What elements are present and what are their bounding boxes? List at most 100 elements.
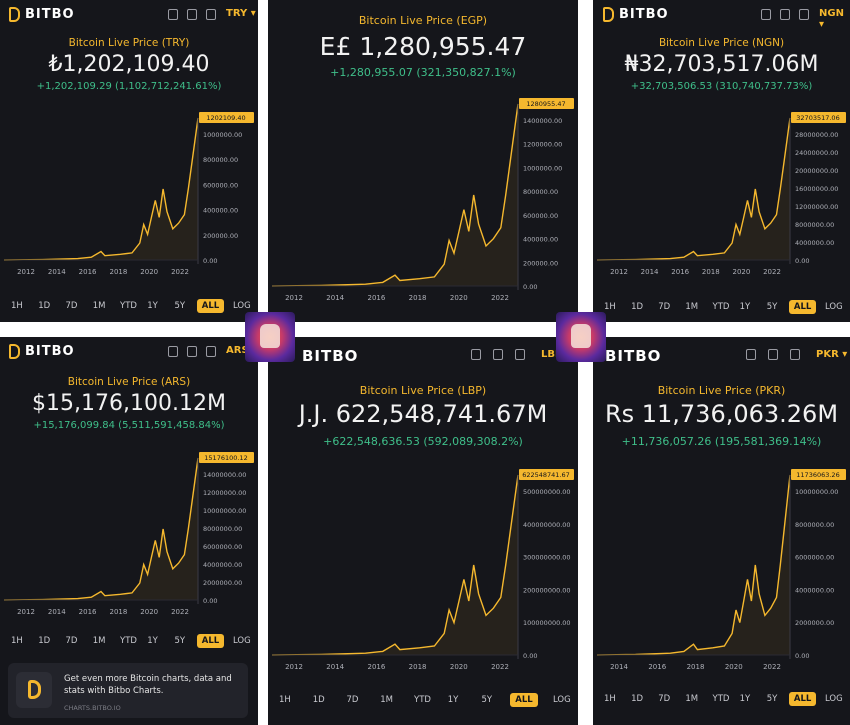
timeframe-7d[interactable]: 7D: [658, 694, 671, 704]
timeframe-1m[interactable]: 1M: [380, 695, 393, 705]
chat-icon[interactable]: [768, 349, 778, 360]
x-tick-label: 2016: [367, 663, 385, 671]
timeframe-all[interactable]: ALL: [196, 299, 225, 313]
y-tick-label: 0.00: [523, 652, 537, 660]
timeframe-7d[interactable]: 7D: [346, 695, 359, 705]
timeframe-5y[interactable]: 5Y: [766, 302, 778, 312]
currency-selector[interactable]: NGN ▾: [819, 8, 844, 30]
bitbo-charts-promo[interactable]: Get even more Bitcoin charts, data and s…: [8, 663, 248, 718]
bitbo-logo[interactable]: BITBO: [302, 347, 358, 365]
log-toggle[interactable]: LOG: [825, 302, 843, 312]
price-line: [271, 474, 519, 656]
timeframe-1y[interactable]: 1Y: [147, 301, 158, 311]
timeframe-1m[interactable]: 1M: [685, 694, 699, 704]
timeframe-5y[interactable]: 5Y: [766, 694, 778, 704]
y-tick-label: 500000000.00: [523, 488, 571, 496]
timeframe-1h[interactable]: 1H: [11, 636, 23, 646]
calculator-icon[interactable]: [746, 349, 756, 360]
calculator-icon[interactable]: [761, 9, 771, 20]
calendar-icon[interactable]: [206, 346, 216, 357]
chat-icon[interactable]: [493, 349, 503, 360]
timeframe-7d[interactable]: 7D: [658, 302, 671, 312]
x-tick-label: 2022: [763, 268, 781, 276]
log-toggle[interactable]: LOG: [553, 695, 571, 705]
timeframe-1h[interactable]: 1H: [604, 694, 616, 704]
timeframe-1d[interactable]: 1D: [38, 636, 51, 646]
log-toggle[interactable]: LOG: [233, 301, 251, 311]
price-chart[interactable]: 1000000.00 800000.00 600000.00 400000.00 200…: [0, 100, 258, 290]
price-chart[interactable]: 1400000.00 1200000.00 1000000.00 800000.00 6…: [268, 86, 578, 316]
chat-icon[interactable]: [780, 9, 790, 20]
currency-code: PKR: [816, 349, 839, 360]
calendar-icon[interactable]: [206, 9, 216, 20]
bitbo-logo[interactable]: BITBO: [605, 347, 661, 365]
x-tick-label: 2020: [732, 268, 750, 276]
price-chart[interactable]: 14000000.00 12000000.00 10000000.00 8000000…: [0, 440, 258, 630]
calendar-icon[interactable]: [515, 349, 525, 360]
timeframe-1d[interactable]: 1D: [312, 695, 325, 705]
calendar-icon[interactable]: [790, 349, 800, 360]
timeframe-ytd[interactable]: YTD: [414, 695, 431, 705]
y-tick-label: 300000000.00: [523, 554, 571, 562]
timeframe-all[interactable]: ALL: [510, 693, 538, 707]
timeframe-ytd[interactable]: YTD: [120, 301, 137, 311]
x-tick-label: 2014: [641, 268, 659, 276]
timeframe-5y[interactable]: 5Y: [174, 301, 186, 311]
bitbo-logo-icon: [603, 7, 614, 22]
timeframe-5y[interactable]: 5Y: [481, 695, 493, 705]
timeframe-1d[interactable]: 1D: [631, 302, 644, 312]
header-icons: [168, 346, 216, 357]
x-tick-label: 2014: [48, 608, 66, 616]
timeframe-ytd[interactable]: YTD: [712, 302, 730, 312]
chart-area: [4, 458, 198, 600]
timeframe-1y[interactable]: 1Y: [739, 302, 751, 312]
currency-code: LBP: [541, 349, 563, 360]
bitbo-logo[interactable]: BITBO: [603, 7, 669, 22]
timeframe-1m[interactable]: 1M: [685, 302, 699, 312]
log-toggle[interactable]: LOG: [825, 694, 843, 704]
timeframe-1h[interactable]: 1H: [11, 301, 23, 311]
currency-selector[interactable]: PKR ▾: [816, 349, 848, 360]
timeframe-5y[interactable]: 5Y: [174, 636, 186, 646]
timeframe-all[interactable]: ALL: [788, 692, 817, 706]
calculator-icon[interactable]: [168, 9, 178, 20]
promo-url[interactable]: CHARTS.BITBO.IO: [64, 704, 121, 712]
calculator-icon[interactable]: [471, 349, 481, 360]
timeframe-1d[interactable]: 1D: [631, 694, 644, 704]
timeframe-ytd[interactable]: YTD: [120, 636, 137, 646]
chat-icon[interactable]: [187, 346, 197, 357]
header-icons: [168, 9, 216, 20]
timeframe-all[interactable]: ALL: [788, 300, 817, 314]
timeframe-1h[interactable]: 1H: [279, 695, 291, 705]
timeframe-1d[interactable]: 1D: [38, 301, 51, 311]
panel-egp: Bitcoin Live Price (EGP) E£ 1,280,955.47…: [268, 0, 578, 322]
log-toggle[interactable]: LOG: [233, 636, 251, 646]
bitbo-logo[interactable]: BITBO: [9, 344, 75, 359]
timeframe-7d[interactable]: 7D: [65, 301, 78, 311]
price-title: Bitcoin Live Price (EGP): [358, 14, 488, 27]
currency-selector[interactable]: ARS: [226, 345, 249, 356]
timeframe-1m[interactable]: 1M: [92, 636, 106, 646]
chat-icon[interactable]: [187, 9, 197, 20]
price-chart[interactable]: 10000000.00 8000000.00 6000000.00 4000000.0…: [593, 457, 850, 685]
y-tick-label: 600000.00: [203, 181, 238, 189]
panel-ars: BITBO ARS Bitcoin Live Price (ARS) $15,1…: [0, 337, 258, 725]
currency-selector[interactable]: LBP: [541, 349, 562, 360]
x-tick-label: 2018: [109, 608, 127, 616]
currency-selector[interactable]: TRY ▾: [226, 8, 256, 19]
timeframe-bar: 1H 1D 7D 1M YTD 1Y 5Y ALL LOG: [593, 690, 850, 710]
price-chart[interactable]: 500000000.00 400000000.00 300000000.00 2000…: [268, 457, 578, 685]
timeframe-1m[interactable]: 1M: [92, 301, 106, 311]
last-price-label: 1280955.47: [526, 100, 565, 108]
timeframe-all[interactable]: ALL: [196, 634, 225, 648]
timeframe-1y[interactable]: 1Y: [147, 636, 158, 646]
timeframe-1y[interactable]: 1Y: [447, 695, 459, 705]
calculator-icon[interactable]: [168, 346, 178, 357]
timeframe-1h[interactable]: 1H: [604, 302, 616, 312]
timeframe-1y[interactable]: 1Y: [739, 694, 751, 704]
bitbo-logo[interactable]: BITBO: [9, 7, 75, 22]
timeframe-ytd[interactable]: YTD: [712, 694, 730, 704]
timeframe-7d[interactable]: 7D: [65, 636, 78, 646]
price-chart[interactable]: 28000000.00 24000000.00 20000000.00 1600000…: [593, 100, 850, 290]
calendar-icon[interactable]: [799, 9, 809, 20]
